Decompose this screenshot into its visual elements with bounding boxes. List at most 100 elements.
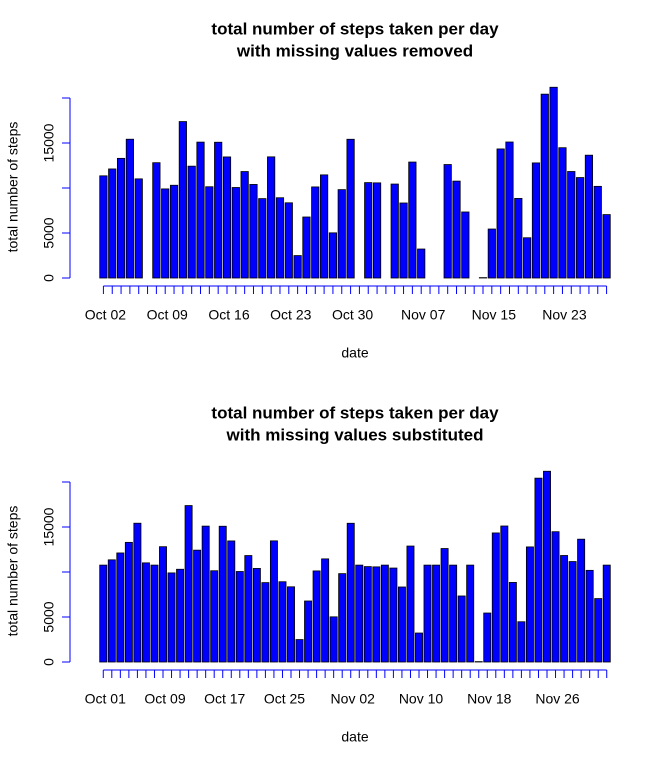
bar [187, 165, 196, 279]
bar [372, 182, 382, 279]
bar [222, 156, 232, 279]
bar [452, 180, 461, 279]
bar [593, 185, 602, 279]
bar [568, 561, 577, 663]
bar [543, 470, 551, 663]
bar [176, 568, 185, 663]
x-tick-label: Oct 09 [144, 691, 185, 707]
x-tick-label: Nov 02 [331, 691, 376, 707]
bar [363, 566, 372, 663]
bar [491, 532, 500, 663]
y-tick-label: 0 [41, 274, 57, 282]
bar [258, 198, 267, 279]
bar [295, 639, 304, 663]
bar [321, 558, 330, 663]
bar [312, 570, 321, 663]
x-tick-label: Nov 10 [399, 691, 444, 707]
bar [178, 121, 187, 279]
bar [496, 148, 505, 279]
bar [152, 162, 161, 279]
bar [116, 552, 125, 663]
bar [184, 505, 193, 663]
bar [560, 555, 569, 663]
bar [558, 147, 567, 279]
bar [346, 138, 355, 279]
bar [244, 555, 253, 663]
bar [534, 477, 543, 663]
bar [201, 525, 210, 663]
bar [125, 138, 134, 279]
chart-title: total number of steps taken per day [211, 19, 499, 38]
bar [108, 168, 117, 279]
x-tick-label: Nov 15 [472, 307, 517, 323]
bar [461, 211, 470, 279]
chart-title: total number of steps taken per day [211, 403, 499, 422]
bar [320, 174, 329, 279]
bar [240, 171, 249, 279]
bar [275, 197, 285, 279]
bar [205, 186, 214, 279]
x-tick-label: Nov 07 [401, 307, 446, 323]
x-tick-label: Nov 23 [542, 307, 587, 323]
bar [602, 214, 611, 279]
bar [432, 564, 441, 663]
bar [514, 198, 523, 279]
bar [487, 228, 496, 279]
bar [390, 183, 399, 279]
bar [500, 525, 509, 663]
bar [577, 538, 586, 663]
bar [124, 541, 133, 663]
bar [99, 175, 108, 279]
x-tick-label: Oct 02 [85, 307, 126, 323]
bar [214, 141, 223, 279]
bar [440, 548, 449, 663]
bar [337, 189, 346, 279]
bar [302, 216, 311, 279]
y-tick-label: 5000 [41, 601, 57, 632]
bar [549, 86, 558, 279]
bar [252, 568, 261, 663]
y-tick-label: 15000 [41, 507, 57, 546]
x-axis-label: date [341, 345, 368, 361]
bar [159, 546, 167, 663]
bar [389, 567, 398, 663]
bar [293, 255, 302, 279]
bar [269, 540, 278, 663]
bar [594, 598, 603, 663]
x-tick-label: Oct 17 [204, 691, 245, 707]
bar [329, 616, 338, 663]
bar [267, 156, 276, 279]
bar [525, 546, 534, 663]
x-tick-label: Nov 18 [467, 691, 512, 707]
bar [406, 545, 415, 663]
bar [278, 581, 287, 663]
x-axis-label: date [341, 729, 368, 745]
bar [304, 600, 313, 663]
chart-title: with missing values substituted [226, 425, 484, 444]
x-tick-label: Oct 30 [332, 307, 373, 323]
bar [338, 573, 347, 663]
bar [584, 154, 594, 279]
bar [576, 177, 585, 279]
bar [380, 564, 389, 663]
bar [261, 582, 270, 663]
x-tick-label: Oct 23 [270, 307, 311, 323]
bar [249, 184, 258, 279]
bar [161, 188, 170, 279]
x-tick-label: Oct 09 [147, 307, 188, 323]
bar [399, 202, 408, 279]
bar [134, 178, 143, 279]
bar [311, 186, 320, 279]
x-tick-label: Oct 01 [85, 691, 126, 707]
bar [227, 540, 236, 663]
bar [133, 522, 142, 663]
bar [287, 586, 295, 663]
bar [150, 564, 159, 663]
y-axis-label: total number of steps [5, 506, 21, 637]
bar [540, 93, 549, 279]
bar [505, 141, 514, 279]
y-axis-label: total number of steps [5, 122, 21, 253]
bar [443, 164, 452, 279]
bar [397, 586, 406, 663]
